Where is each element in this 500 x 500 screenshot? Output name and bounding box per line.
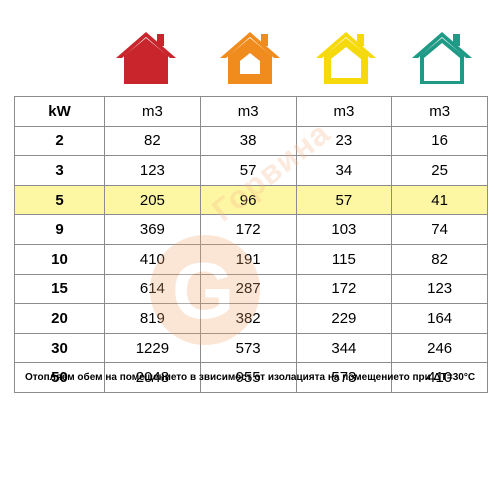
header-kw: kW <box>14 96 105 127</box>
volume-m3-cell: 229 <box>295 303 393 334</box>
volume-m3-cell: 246 <box>391 332 488 364</box>
power-kw-cell: 20 <box>14 303 105 334</box>
volume-m3-cell: 38 <box>199 125 297 157</box>
volume-m3-cell: 2048 <box>104 362 201 393</box>
house-icon <box>314 30 378 86</box>
volume-m3-cell: 123 <box>391 273 488 305</box>
power-kw-cell: 10 <box>14 243 105 275</box>
volume-m3-cell: 955 <box>199 362 297 393</box>
table-row: 20 819 382 229 164 <box>14 303 488 334</box>
volume-m3-cell: 287 <box>199 273 297 305</box>
table-row: 30 1229 573 344 246 <box>14 332 488 364</box>
house-red-icon <box>116 32 176 84</box>
volume-m3-cell: 614 <box>104 273 201 305</box>
volume-m3-cell: 191 <box>199 243 297 275</box>
volume-m3-cell: 382 <box>199 303 297 334</box>
table-row: 2 82 38 23 16 <box>14 125 488 157</box>
volume-m3-cell: 573 <box>199 332 297 364</box>
table-row: 15 614 287 172 123 <box>14 273 488 305</box>
volume-m3-cell: 172 <box>199 214 297 245</box>
volume-m3-cell: 573 <box>295 362 393 393</box>
volume-m3-cell: 23 <box>295 125 393 157</box>
table-row: 9 369 172 103 74 <box>14 214 488 245</box>
house-yellow-icon <box>316 32 376 84</box>
volume-m3-cell: 41 <box>391 184 488 216</box>
volume-m3-cell: 82 <box>104 125 201 157</box>
volume-m3-cell: 25 <box>391 155 488 186</box>
footnote: Отопляем обем на помещението в звисимост… <box>24 372 476 383</box>
power-kw-cell: 3 <box>14 155 105 186</box>
volume-m3-cell: 103 <box>295 214 393 245</box>
volume-m3-cell: 205 <box>104 184 201 216</box>
volume-m3-cell: 74 <box>391 214 488 245</box>
table-body: 2 82 38 23 16 3 123 57 34 25 5 205 96 57 41 9 369 172 103 7… <box>14 125 488 393</box>
header-m3: m3 <box>391 96 488 127</box>
volume-m3-cell: 369 <box>104 214 201 245</box>
volume-m3-cell: 16 <box>391 125 488 157</box>
volume-m3-cell: 57 <box>295 184 393 216</box>
house-icon <box>114 30 178 86</box>
volume-m3-cell: 819 <box>104 303 201 334</box>
power-kw-cell: 5 <box>14 184 105 216</box>
power-kw-cell: 9 <box>14 214 105 245</box>
table-row: 10 410 191 115 82 <box>14 243 488 275</box>
house-orange-icon <box>220 32 280 84</box>
volume-m3-cell: 34 <box>295 155 393 186</box>
house-teal-icon <box>412 32 472 84</box>
table-row: 50 2048 955 573 410 <box>14 362 488 393</box>
volume-m3-cell: 410 <box>391 362 488 393</box>
power-kw-cell: 30 <box>14 332 105 364</box>
volume-m3-cell: 115 <box>295 243 393 275</box>
header-m3: m3 <box>295 96 393 127</box>
volume-m3-cell: 57 <box>199 155 297 186</box>
volume-m3-cell: 164 <box>391 303 488 334</box>
header-m3: m3 <box>104 96 201 127</box>
heating-volume-table: kW m3 m3 m3 m3 2 82 38 23 16 3 123 57 34 25 5 205 96… <box>14 96 488 393</box>
volume-m3-cell: 82 <box>391 243 488 275</box>
volume-m3-cell: 96 <box>199 184 297 216</box>
table-row: 5 205 96 57 41 <box>14 184 488 216</box>
volume-m3-cell: 1229 <box>104 332 201 364</box>
house-icons-row <box>14 0 488 100</box>
volume-m3-cell: 123 <box>104 155 201 186</box>
volume-m3-cell: 410 <box>104 243 201 275</box>
power-kw-cell: 50 <box>14 362 105 393</box>
volume-m3-cell: 172 <box>295 273 393 305</box>
header-m3: m3 <box>199 96 297 127</box>
volume-m3-cell: 344 <box>295 332 393 364</box>
power-kw-cell: 15 <box>14 273 105 305</box>
house-icon <box>218 30 282 86</box>
house-icon <box>410 30 474 86</box>
table-row: 3 123 57 34 25 <box>14 155 488 186</box>
power-kw-cell: 2 <box>14 125 105 157</box>
table-header-row: kW m3 m3 m3 m3 <box>14 96 488 127</box>
